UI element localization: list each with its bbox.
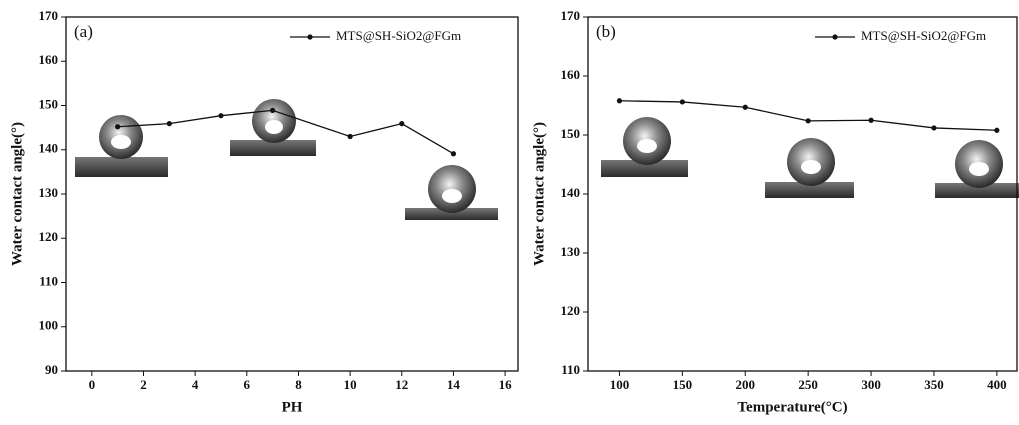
legend-label: MTS@SH-SiO2@FGm xyxy=(336,28,461,43)
y-tick-label: 120 xyxy=(561,303,581,318)
legend-marker xyxy=(307,34,313,40)
data-point xyxy=(218,113,224,119)
x-tick-label: 300 xyxy=(861,377,881,392)
data-point xyxy=(931,125,937,131)
data-point xyxy=(805,118,811,124)
panel-label: (b) xyxy=(596,22,616,41)
y-tick-label: 110 xyxy=(561,362,580,377)
data-point xyxy=(616,98,623,104)
y-tick-label: 160 xyxy=(39,52,59,67)
y-tick-label: 100 xyxy=(39,318,59,333)
x-tick-label: 8 xyxy=(295,377,302,392)
x-tick-label: 14 xyxy=(447,377,461,392)
panel-label: (a) xyxy=(74,22,93,41)
x-tick-label: 150 xyxy=(673,377,693,392)
y-tick-label: 170 xyxy=(561,8,581,23)
data-point xyxy=(994,127,1000,133)
y-tick-label: 130 xyxy=(39,185,59,200)
x-axis-label: Temperature(°C) xyxy=(737,399,847,415)
droplet-photos xyxy=(75,99,1019,220)
x-tick-label: 16 xyxy=(499,377,513,392)
y-tick-label: 130 xyxy=(561,244,581,259)
data-point xyxy=(742,104,748,110)
legend-label: MTS@SH-SiO2@FGm xyxy=(861,28,986,43)
x-axis-label: PH xyxy=(282,399,303,415)
y-tick-label: 170 xyxy=(39,8,59,23)
data-line xyxy=(619,100,997,131)
y-tick-label: 90 xyxy=(45,362,58,377)
data-point xyxy=(399,121,405,127)
y-tick-label: 120 xyxy=(39,229,59,244)
data-point xyxy=(166,121,172,127)
y-tick-label: 160 xyxy=(561,67,581,82)
y-tick-label: 140 xyxy=(561,185,581,200)
data-point xyxy=(450,151,457,157)
x-tick-label: 200 xyxy=(736,377,756,392)
y-tick-label: 150 xyxy=(39,96,59,111)
legend-marker xyxy=(832,34,838,40)
y-tick-label: 140 xyxy=(39,141,59,156)
x-tick-label: 2 xyxy=(140,377,147,392)
x-tick-label: 10 xyxy=(344,377,357,392)
data-point xyxy=(868,117,874,123)
data-point xyxy=(679,99,685,105)
x-tick-label: 4 xyxy=(192,377,199,392)
data-point xyxy=(347,133,353,140)
x-tick-label: 400 xyxy=(987,377,1007,392)
y-axis-label: Water contact angle(°) xyxy=(531,122,547,266)
y-tick-label: 110 xyxy=(39,273,58,288)
data-point xyxy=(270,107,276,113)
x-tick-label: 6 xyxy=(244,377,251,392)
y-tick-label: 150 xyxy=(561,126,581,141)
x-tick-label: 350 xyxy=(924,377,944,392)
data-point xyxy=(115,124,121,130)
x-tick-label: 0 xyxy=(89,377,96,392)
y-axis-label: Water contact angle(°) xyxy=(9,122,25,266)
x-tick-label: 12 xyxy=(395,377,408,392)
x-tick-label: 100 xyxy=(610,377,630,392)
x-tick-label: 250 xyxy=(798,377,818,392)
